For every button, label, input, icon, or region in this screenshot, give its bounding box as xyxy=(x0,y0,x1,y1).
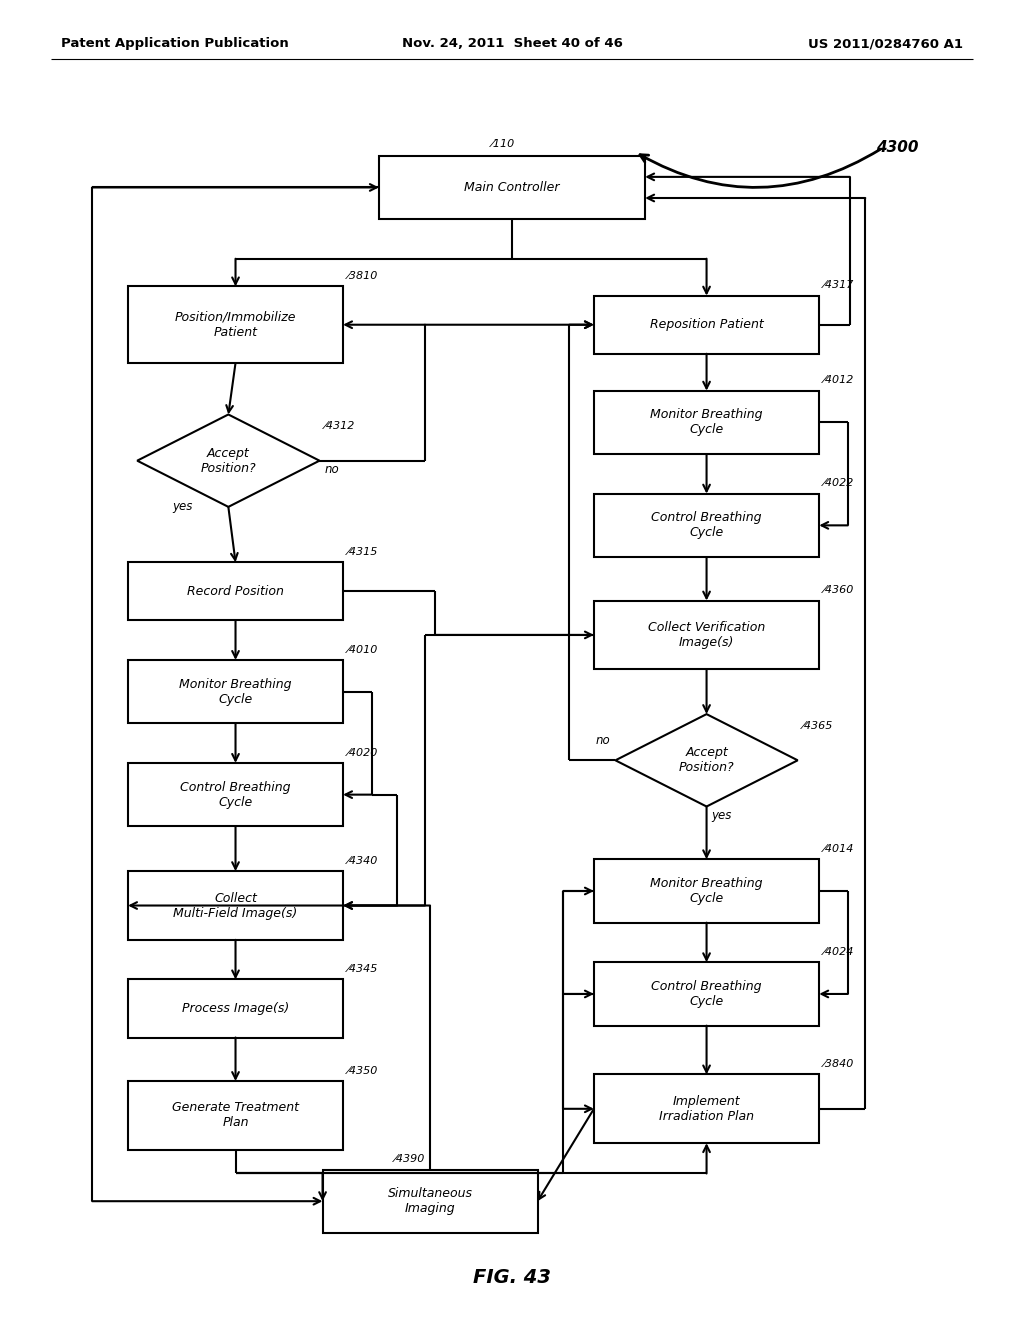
Bar xyxy=(379,156,645,219)
Text: ⁄4024: ⁄4024 xyxy=(824,946,855,957)
Text: ⁄4345: ⁄4345 xyxy=(348,964,379,974)
Bar xyxy=(323,1170,538,1233)
Text: no: no xyxy=(596,734,610,747)
Polygon shape xyxy=(615,714,798,807)
Text: Accept
Position?: Accept Position? xyxy=(201,446,256,475)
Bar xyxy=(594,1074,819,1143)
Bar xyxy=(594,859,819,923)
Text: ⁄4365: ⁄4365 xyxy=(803,721,834,731)
Text: ⁄4010: ⁄4010 xyxy=(348,644,379,655)
Bar xyxy=(128,1081,343,1150)
Text: Control Breathing
Cycle: Control Breathing Cycle xyxy=(651,979,762,1008)
Text: Main Controller: Main Controller xyxy=(464,181,560,194)
Text: Simultaneous
Imaging: Simultaneous Imaging xyxy=(387,1187,473,1216)
Text: ⁄4312: ⁄4312 xyxy=(325,421,355,432)
Text: ⁄4390: ⁄4390 xyxy=(394,1154,425,1164)
Text: Process Image(s): Process Image(s) xyxy=(182,1002,289,1015)
Text: FIG. 43: FIG. 43 xyxy=(473,1269,551,1287)
Text: Reposition Patient: Reposition Patient xyxy=(649,318,764,331)
Text: Collect
Multi-Field Image(s): Collect Multi-Field Image(s) xyxy=(173,891,298,920)
Bar xyxy=(594,296,819,354)
Text: ⁄4340: ⁄4340 xyxy=(348,855,379,866)
Bar xyxy=(128,871,343,940)
Text: Control Breathing
Cycle: Control Breathing Cycle xyxy=(651,511,762,540)
Text: ⁄4014: ⁄4014 xyxy=(824,843,855,854)
Text: Monitor Breathing
Cycle: Monitor Breathing Cycle xyxy=(650,876,763,906)
Text: ⁄4022: ⁄4022 xyxy=(824,478,855,488)
Text: ⁄3840: ⁄3840 xyxy=(824,1059,855,1069)
Text: ⁄4020: ⁄4020 xyxy=(348,747,379,758)
Text: Record Position: Record Position xyxy=(187,585,284,598)
Text: ⁄4360: ⁄4360 xyxy=(824,585,855,595)
Bar xyxy=(128,979,343,1038)
Bar xyxy=(594,494,819,557)
Text: no: no xyxy=(325,463,339,477)
Bar xyxy=(594,601,819,669)
Bar xyxy=(128,562,343,620)
Text: US 2011/0284760 A1: US 2011/0284760 A1 xyxy=(808,37,963,50)
Text: Nov. 24, 2011  Sheet 40 of 46: Nov. 24, 2011 Sheet 40 of 46 xyxy=(401,37,623,50)
Text: Collect Verification
Image(s): Collect Verification Image(s) xyxy=(648,620,765,649)
Text: ⁄4012: ⁄4012 xyxy=(824,375,855,385)
Text: Monitor Breathing
Cycle: Monitor Breathing Cycle xyxy=(650,408,763,437)
Bar xyxy=(594,391,819,454)
Text: Generate Treatment
Plan: Generate Treatment Plan xyxy=(172,1101,299,1130)
Bar xyxy=(128,660,343,723)
Text: Accept
Position?: Accept Position? xyxy=(679,746,734,775)
Bar xyxy=(128,763,343,826)
Text: ⁄4350: ⁄4350 xyxy=(348,1065,379,1076)
Text: Monitor Breathing
Cycle: Monitor Breathing Cycle xyxy=(179,677,292,706)
Text: yes: yes xyxy=(172,500,193,513)
Text: Position/Immobilize
Patient: Position/Immobilize Patient xyxy=(175,310,296,339)
Text: 4300: 4300 xyxy=(876,140,919,156)
Bar xyxy=(594,962,819,1026)
Text: ⁄3810: ⁄3810 xyxy=(348,271,379,281)
Polygon shape xyxy=(137,414,319,507)
Text: ⁄4317: ⁄4317 xyxy=(824,280,855,290)
Bar xyxy=(128,286,343,363)
Text: ⁄110: ⁄110 xyxy=(492,139,515,149)
Text: Patent Application Publication: Patent Application Publication xyxy=(61,37,289,50)
Text: Implement
Irradiation Plan: Implement Irradiation Plan xyxy=(659,1094,754,1123)
Text: yes: yes xyxy=(712,809,732,822)
Text: ⁄4315: ⁄4315 xyxy=(348,546,379,557)
Text: Control Breathing
Cycle: Control Breathing Cycle xyxy=(180,780,291,809)
